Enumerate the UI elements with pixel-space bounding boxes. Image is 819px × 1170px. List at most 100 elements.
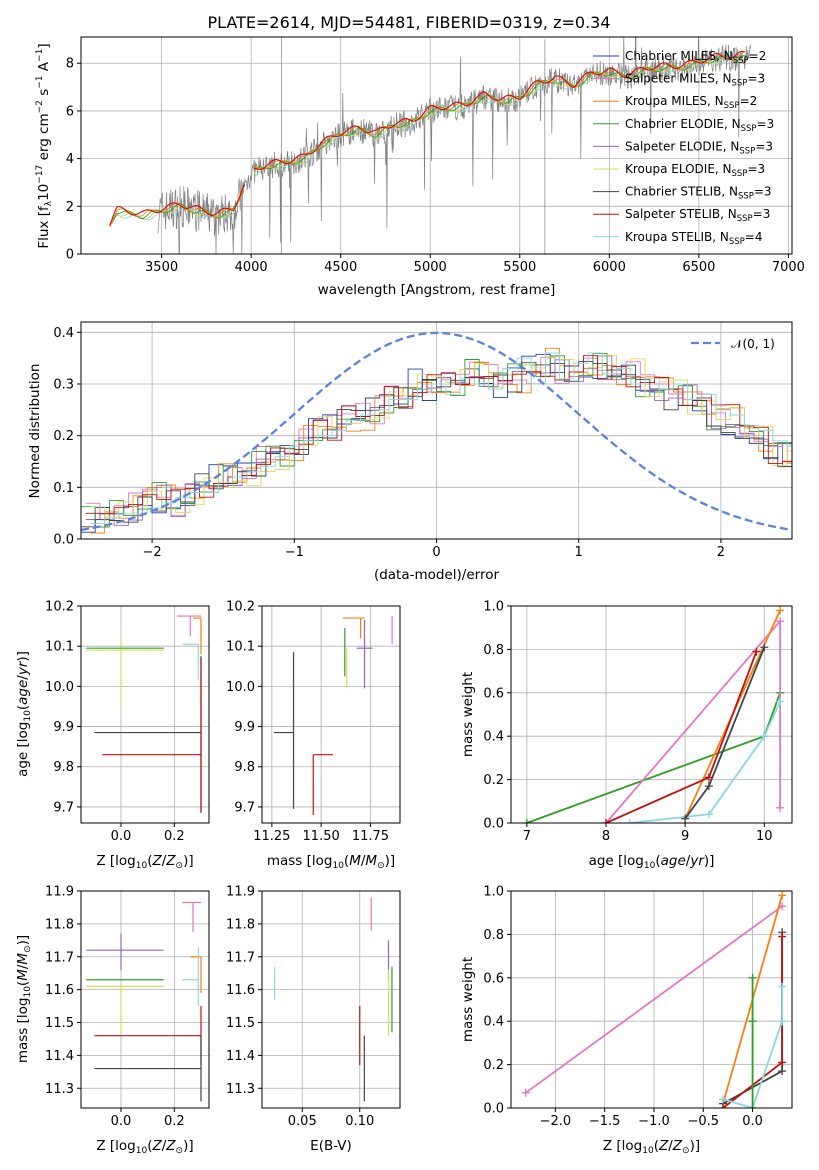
- legend-label: Chabrier MILES, NSSP=2: [625, 49, 766, 66]
- line-plot-area: [522, 606, 785, 823]
- normal-curve-line: [81, 331, 792, 532]
- plus-marker: [778, 932, 787, 941]
- axes-frame: [510, 605, 793, 824]
- panel-5: 0.0 0.2 11.3 11.4 11.5 11.6 11.7 11.8 11.9 Z [log…: [15, 885, 210, 1156]
- y-tick-label: 9.9: [234, 720, 255, 735]
- y-tick-label: 0: [66, 248, 74, 263]
- y-tick-label: 0.1: [53, 481, 74, 496]
- y-tick-label: 9.8: [53, 760, 74, 775]
- plus-marker: [752, 647, 761, 656]
- x-axis-label: mass [log10(M/M⊙)]: [267, 853, 395, 871]
- x-axis-label: wavelength [Angstrom, rest frame]: [318, 282, 556, 298]
- panel-1: −2 −1 0 1 2 0.0 0.1 0.2 0.3 0.4 (data-model)/error…: [27, 321, 793, 583]
- x-axis-label: E(B-V): [310, 1138, 352, 1154]
- panel-3: 11.25 11.50 11.75 9.7 9.8 9.9 10.0 10.1 10.2 mass…: [226, 600, 401, 871]
- legend-label: 𝒩(0, 1): [731, 337, 775, 351]
- x-tick-label: 7000: [772, 260, 805, 275]
- x-tick-label: 4500: [324, 260, 357, 275]
- y-tick-label: 11.8: [45, 917, 74, 932]
- plus-marker: [748, 973, 757, 982]
- x-tick-label: 0.0: [111, 1114, 132, 1129]
- y-axis-label: Normed distribution: [27, 364, 43, 499]
- histogram-plot-area: [81, 331, 792, 534]
- y-tick-label: 9.9: [53, 720, 74, 735]
- x-tick-label: 2: [717, 545, 725, 560]
- y-tick-label: 0.2: [53, 429, 74, 444]
- plus-marker: [778, 1058, 787, 1067]
- y-tick-label: 11.8: [226, 917, 255, 932]
- observed-spectrum-line: [157, 37, 751, 254]
- x-tick-label: 0.2: [164, 829, 185, 844]
- y-tick-label: 0.6: [483, 686, 504, 701]
- series-line: [629, 701, 781, 823]
- x-tick-label: −1.5: [589, 1114, 621, 1129]
- y-tick-label: 11.4: [226, 1049, 255, 1064]
- y-tick-label: 0.2: [483, 773, 504, 788]
- y-tick-label: 9.7: [53, 800, 74, 815]
- x-tick-label: 6000: [593, 260, 626, 275]
- x-tick-label: 11.50: [303, 829, 340, 844]
- y-tick-label: 10.0: [45, 680, 74, 695]
- y-tick-label: 1.0: [483, 885, 504, 900]
- legend-label: Chabrier STELIB, NSSP=3: [625, 185, 772, 202]
- x-tick-label: 0.10: [345, 1114, 374, 1129]
- plus-marker: [748, 1017, 757, 1026]
- y-tick-label: 2: [66, 200, 74, 215]
- y-tick-label: 9.8: [234, 760, 255, 775]
- x-tick-label: 6500: [682, 260, 715, 275]
- y-tick-label: 0.8: [483, 643, 504, 658]
- plus-marker: [776, 697, 785, 706]
- x-tick-label: 5500: [503, 260, 536, 275]
- y-axis-label: mass weight: [460, 957, 476, 1042]
- legend-label: Salpeter STELIB, NSSP=3: [625, 207, 770, 224]
- y-tick-label: 0.6: [483, 971, 504, 986]
- legend-label: Salpeter ELODIE, NSSP=3: [625, 139, 773, 156]
- plus-marker: [521, 1088, 530, 1097]
- series-line: [525, 905, 783, 1094]
- y-tick-label: 6: [66, 104, 74, 119]
- y-tick-label: 10.1: [226, 640, 255, 655]
- histogram-line: [90, 347, 792, 534]
- x-tick-label: 4000: [235, 260, 268, 275]
- plus-marker: [704, 782, 713, 791]
- plus-marker: [760, 732, 769, 741]
- y-tick-label: 11.3: [226, 1082, 255, 1097]
- x-axis-label: (data-model)/error: [374, 567, 500, 583]
- y-tick-label: 0.3: [53, 378, 74, 393]
- axes-frame: [80, 321, 793, 540]
- plus-marker: [601, 819, 610, 823]
- panel-0: 3500 4000 4500 5000 5500 6000 6500 7000 0 2 4 6 8 wav…: [35, 36, 805, 298]
- scatter-plot-area: [274, 897, 393, 1102]
- x-tick-label: −2: [143, 545, 162, 560]
- plus-marker: [778, 891, 787, 900]
- x-axis-label: Z [log10(Z/Z⊙)]: [96, 1138, 193, 1156]
- x-tick-label: 0.0: [111, 829, 132, 844]
- plus-marker: [776, 606, 785, 615]
- y-tick-label: 0.0: [483, 1102, 504, 1117]
- series-line: [722, 986, 783, 1108]
- x-axis-label: age [log10(age/yr)]: [589, 853, 715, 871]
- x-tick-label: 8: [602, 829, 610, 844]
- y-tick-label: 10.2: [226, 600, 255, 615]
- x-tick-label: −1: [285, 545, 304, 560]
- x-tick-label: 1: [575, 545, 583, 560]
- x-tick-label: −1.0: [638, 1114, 670, 1129]
- y-axis-label: age [log10(age/yr)]: [15, 651, 33, 777]
- y-axis-label: mass [log10(M/M⊙)]: [15, 935, 33, 1063]
- x-tick-label: 3500: [145, 260, 178, 275]
- x-tick-label: −0.5: [687, 1114, 719, 1129]
- plus-marker: [681, 814, 690, 823]
- histogram-line: [85, 355, 792, 515]
- x-axis-label: Z [log10(Z/Z⊙)]: [96, 853, 193, 871]
- plus-marker: [776, 803, 785, 812]
- legend: Chabrier MILES, NSSP=2 Salpeter MILES, NS…: [593, 49, 774, 247]
- x-tick-label: 0.05: [288, 1114, 317, 1129]
- plus-marker: [522, 819, 531, 823]
- y-tick-label: 11.3: [45, 1082, 74, 1097]
- x-tick-label: 11.75: [352, 829, 389, 844]
- y-tick-label: 11.9: [45, 885, 74, 900]
- panel-2: 0.0 0.2 9.7 9.8 9.9 10.0 10.1 10.2 Z [log10(Z/Z⊙…: [15, 600, 210, 871]
- plus-marker: [704, 773, 713, 782]
- plus-marker: [778, 1017, 787, 1026]
- legend-label: Kroupa ELODIE, NSSP=3: [625, 162, 765, 179]
